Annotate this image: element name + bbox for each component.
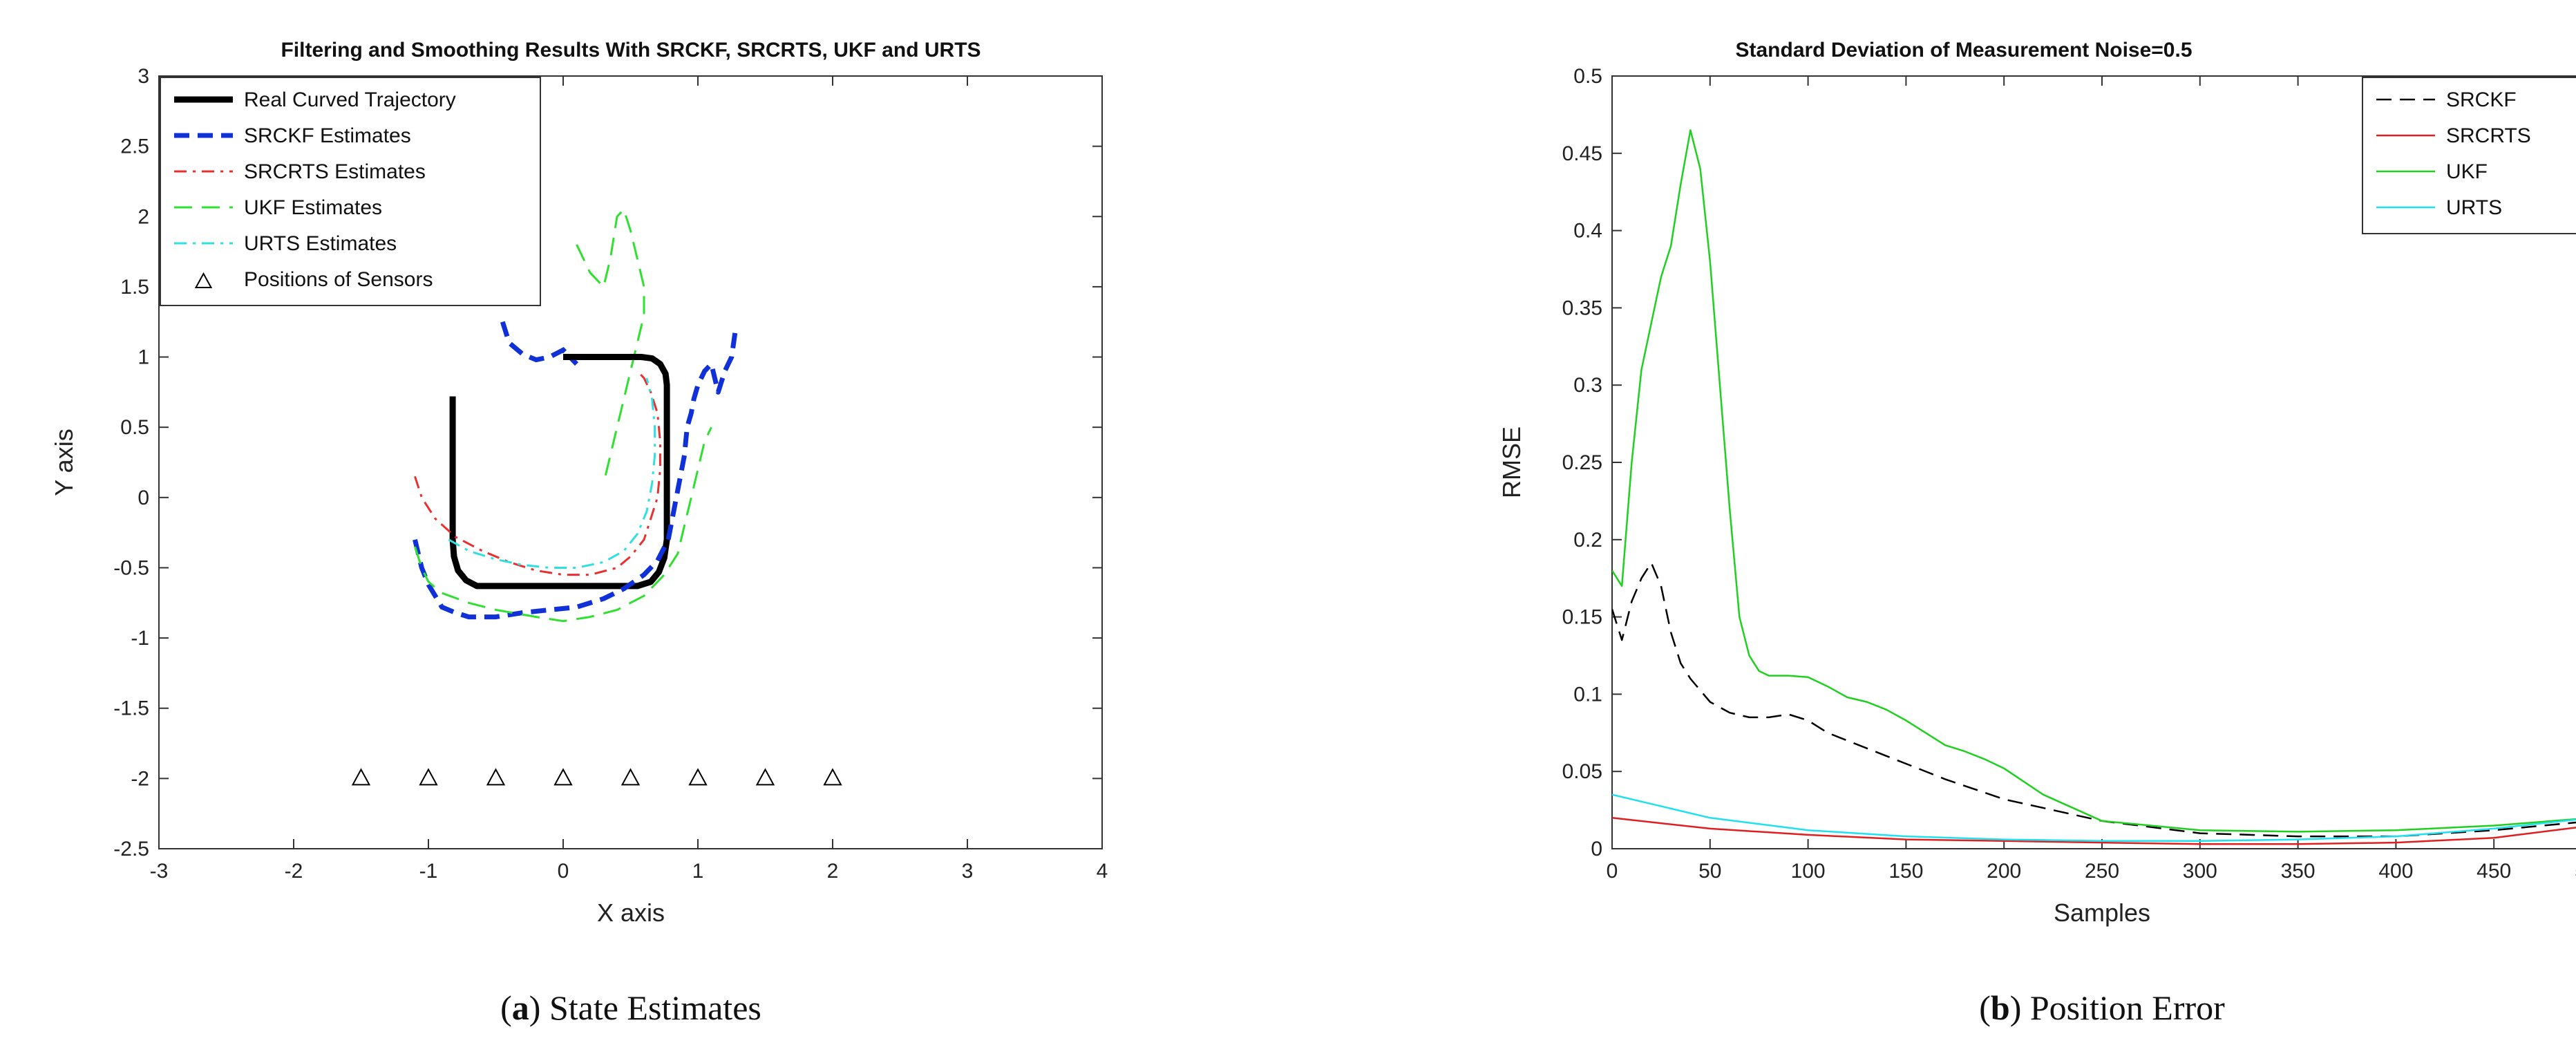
a-legend-label: URTS Estimates <box>244 232 397 255</box>
a-ytick-label: 2 <box>138 205 149 228</box>
b-series-line-ukf <box>1612 129 2576 833</box>
a-series-line-srcrts-estimates <box>414 370 661 576</box>
panel-a-xlabel: X axis <box>597 898 665 927</box>
b-legend-label: SRCKF <box>2446 88 2517 111</box>
b-xtick-label: 100 <box>1791 860 1826 883</box>
a-xtick-label: -2 <box>285 860 303 883</box>
b-xtick-label: 350 <box>2281 860 2315 883</box>
a-xtick-label: -3 <box>150 860 169 883</box>
a-legend-label: SRCRTS Estimates <box>244 160 426 183</box>
b-xtick-label: 150 <box>1888 860 1923 883</box>
a-legend-swatch <box>194 272 213 288</box>
panel-a-series <box>351 207 842 786</box>
panel-a-ylabel: Y axis <box>50 429 78 496</box>
a-ytick-label: -2 <box>131 767 149 790</box>
panel-b-xlabel: Samples <box>2054 898 2150 927</box>
a-ytick-label: -0.5 <box>113 556 149 579</box>
a-legend-label: Positions of Sensors <box>244 268 433 291</box>
a-sensor-marker <box>823 768 842 786</box>
panel-a-caption-text: State Estimates <box>549 988 761 1027</box>
b-ytick-label: 0.05 <box>1562 760 1602 783</box>
a-ytick-label: -1 <box>131 627 149 650</box>
b-legend-label: URTS <box>2446 196 2502 219</box>
panel-a-state-estimates: Filtering and Smoothing Results With SRC… <box>50 39 1108 1027</box>
a-sensor-marker <box>621 768 641 786</box>
panel-b-caption-text: Position Error <box>2030 988 2225 1027</box>
panel-a-ticks: -3 -2 -1 0 1 2 3 4 -2.5 -2 -1.5 -1 -0.5 0 0.5 1 1.5 2 2.5 3 <box>113 65 1108 883</box>
panel-a-title: Filtering and Smoothing Results With SRC… <box>281 39 981 62</box>
b-xtick-label: 50 <box>1698 860 1721 883</box>
a-xtick-label: 1 <box>692 860 704 883</box>
panel-b-title: Standard Deviation of Measurement Noise=… <box>1735 39 2192 62</box>
a-sensor-marker <box>688 768 708 786</box>
panel-b-caption-letter: b <box>1991 988 2010 1027</box>
panel-a-caption-letter: a <box>512 988 529 1027</box>
b-ytick-label: 0.4 <box>1573 220 1602 243</box>
b-ytick-label: 0.2 <box>1573 529 1602 552</box>
a-legend-label: UKF Estimates <box>244 196 382 219</box>
a-ytick-label: 3 <box>138 65 149 88</box>
b-legend-label: UKF <box>2446 160 2488 183</box>
b-ytick-label: 0.5 <box>1573 65 1602 88</box>
a-xtick-label: 4 <box>1097 860 1108 883</box>
panel-a-axes-frame <box>158 75 1103 849</box>
b-xtick-label: 450 <box>2476 860 2511 883</box>
a-legend-box <box>160 77 541 306</box>
a-extra-trace <box>500 321 579 366</box>
a-series-line-real-curved-trajectory <box>449 354 670 590</box>
panel-b-caption: (b) Position Error <box>1979 988 2225 1027</box>
panel-b-legend: SRCKF SRCRTS UKF URTS <box>2362 77 2576 234</box>
a-sensor-marker <box>553 768 573 786</box>
a-legend-label: SRCKF Estimates <box>244 124 411 147</box>
a-series-line-srckf-estimates <box>413 328 739 620</box>
b-series-line-srckf <box>1612 562 2576 838</box>
b-ytick-label: 0 <box>1591 838 1602 860</box>
b-xtick-label: 400 <box>2378 860 2413 883</box>
a-xtick-label: 3 <box>962 860 974 883</box>
a-xtick-label: 0 <box>558 860 569 883</box>
a-xtick-label: -1 <box>419 860 438 883</box>
panel-a-legend: Real Curved Trajectory SRCKF Estimates SRC… <box>160 77 541 306</box>
a-ytick-label: 1.5 <box>120 276 149 299</box>
a-legend-label: Real Curved Trajectory <box>244 88 456 111</box>
b-xtick-label: 200 <box>1987 860 2021 883</box>
a-ytick-label: 2.5 <box>120 135 149 158</box>
a-xtick-label: 2 <box>827 860 839 883</box>
panel-a-caption: (a) State Estimates <box>500 988 761 1027</box>
a-extra-trace <box>576 207 645 484</box>
panel-b-ylabel: RMSE <box>1497 426 1526 498</box>
b-ytick-label: 0.15 <box>1562 606 1602 629</box>
b-ytick-label: 0.3 <box>1573 374 1602 397</box>
a-ytick-label: 1 <box>138 346 149 369</box>
b-ytick-label: 0.45 <box>1562 142 1602 165</box>
a-ytick-label: -2.5 <box>113 838 149 860</box>
b-xtick-label: 500 <box>2575 860 2576 883</box>
a-ytick-label: 0.5 <box>120 416 149 439</box>
panel-b-position-error: Standard Deviation of Measurement Noise=… <box>1497 39 2576 1027</box>
panel-b-series <box>1612 129 2576 845</box>
a-ytick-label: -1.5 <box>113 697 149 720</box>
b-series-line-urts <box>1612 793 2576 843</box>
a-sensor-marker <box>755 768 775 786</box>
b-ytick-label: 0.35 <box>1562 297 1602 319</box>
b-series-line-srcrts <box>1612 817 2576 845</box>
b-xtick-label: 0 <box>1607 860 1618 883</box>
a-sensor-marker <box>486 768 506 786</box>
a-series-line-urts-estimates <box>448 377 656 569</box>
a-series-line-ukf-estimates <box>414 426 712 623</box>
b-legend-label: SRCRTS <box>2446 124 2531 147</box>
b-ytick-label: 0.25 <box>1562 451 1602 474</box>
a-ytick-label: 0 <box>138 487 149 509</box>
b-xtick-label: 250 <box>2085 860 2119 883</box>
b-xtick-label: 300 <box>2183 860 2217 883</box>
a-sensor-marker <box>351 768 371 786</box>
b-ytick-label: 0.1 <box>1573 683 1602 706</box>
a-sensor-marker <box>419 768 438 786</box>
